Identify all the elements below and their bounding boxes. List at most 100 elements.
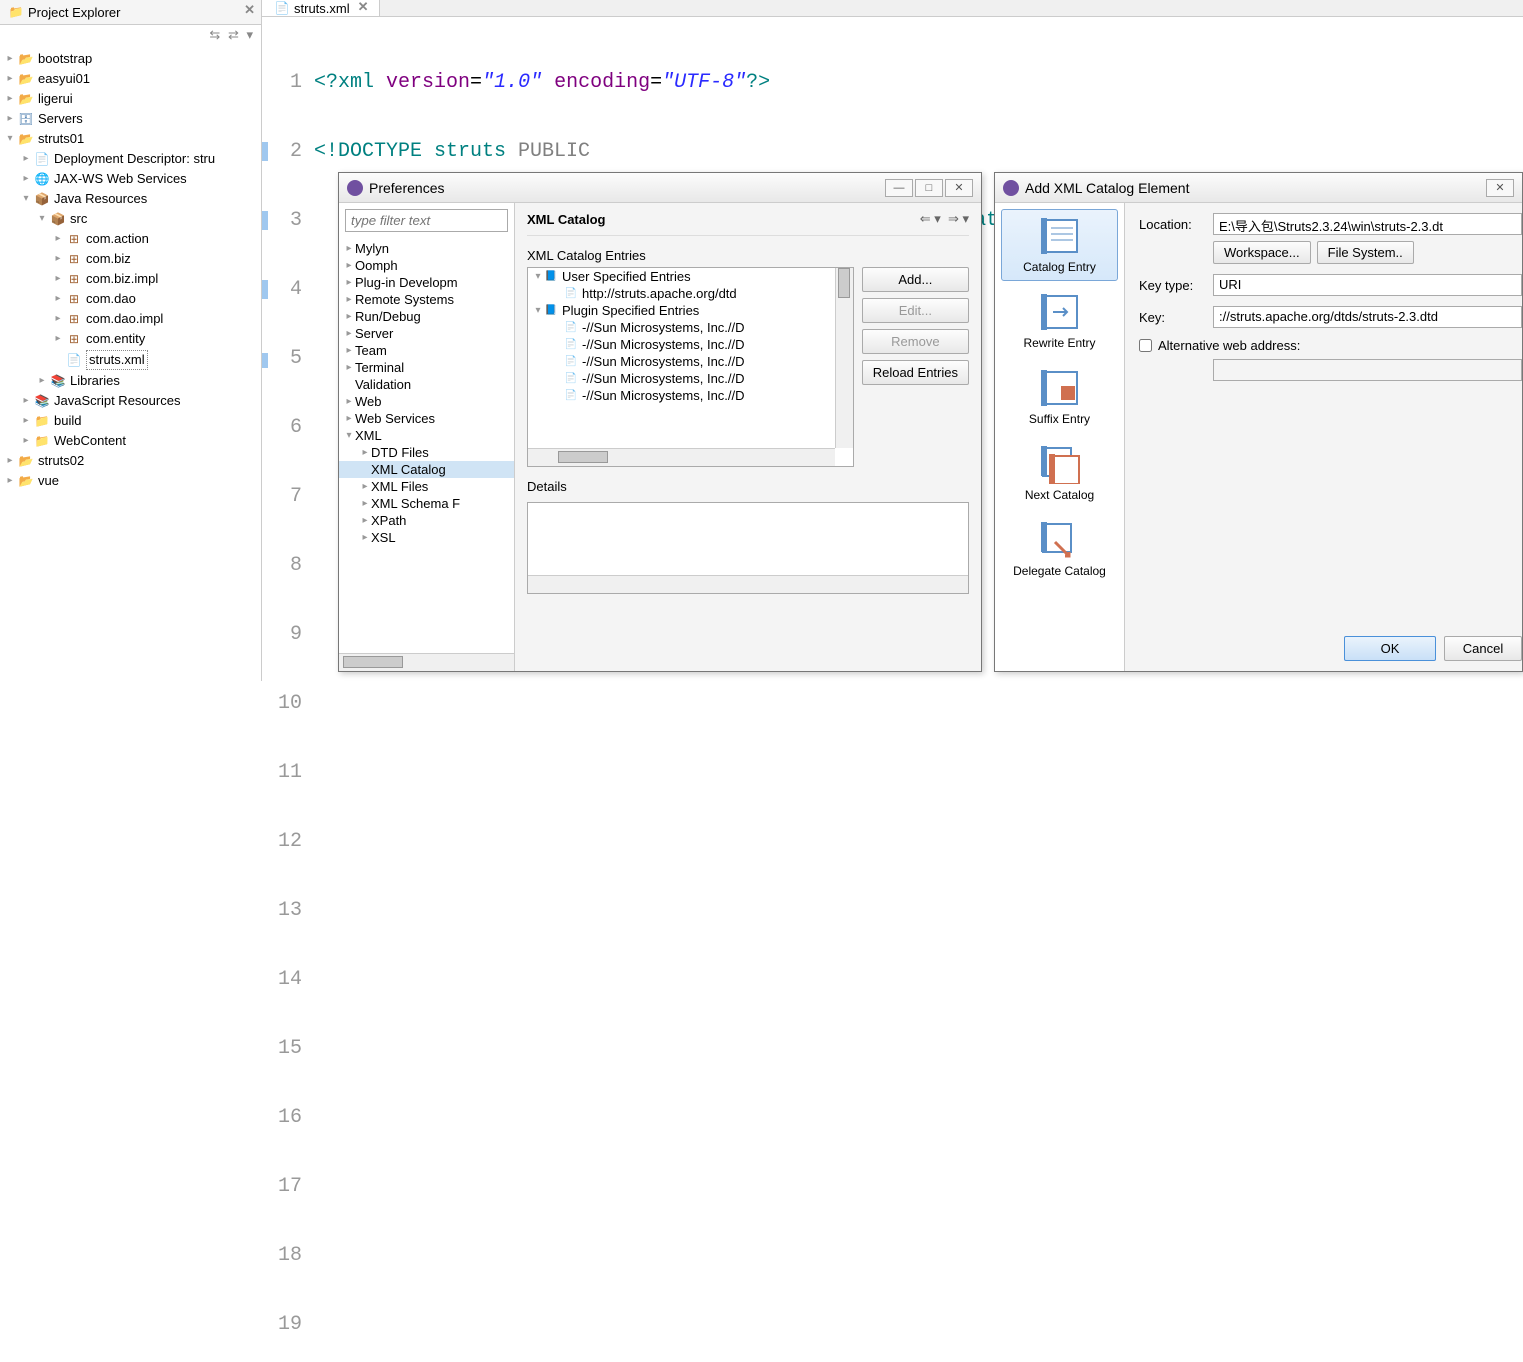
line-number: 10: [262, 692, 314, 715]
nav-item[interactable]: ▸Oomph: [339, 257, 514, 274]
folder-icon: 📁: [8, 4, 24, 20]
nav-item[interactable]: ▸XML Schema F: [339, 495, 514, 512]
filesystem-button[interactable]: File System..: [1317, 241, 1414, 264]
prefs-heading: XML Catalog: [527, 212, 920, 227]
alt-address-checkbox[interactable]: [1139, 339, 1152, 352]
nav-item[interactable]: ▸Terminal: [339, 359, 514, 376]
tree-label: WebContent: [54, 432, 126, 450]
rewrite-entry-option[interactable]: Rewrite Entry: [1001, 285, 1118, 357]
edit-button[interactable]: Edit...: [862, 298, 969, 323]
nav-item[interactable]: ▸Web: [339, 393, 514, 410]
project-explorer-panel: 📁 Project Explorer ✕ ⇆ ⇄ ▾ ▸📂bootstrap ▸…: [0, 0, 262, 681]
ok-button[interactable]: OK: [1344, 636, 1436, 661]
tree-item[interactable]: ▸📄Deployment Descriptor: stru: [0, 149, 261, 169]
add-button[interactable]: Add...: [862, 267, 969, 292]
tree-item[interactable]: ▸⊞com.dao: [0, 289, 261, 309]
tree-item[interactable]: ▸⊞com.biz: [0, 249, 261, 269]
nav-item[interactable]: ▸XSL: [339, 529, 514, 546]
tab-label: struts.xml: [294, 1, 350, 16]
minimize-button[interactable]: —: [885, 179, 913, 197]
project-label: easyui01: [38, 70, 90, 88]
close-button[interactable]: ✕: [945, 179, 973, 197]
cancel-button[interactable]: Cancel: [1444, 636, 1522, 661]
option-label: Rewrite Entry: [1004, 336, 1115, 350]
catalog-form: Location: E:\导入包\Struts2.3.24\win\struts…: [1125, 203, 1522, 671]
entry-item: -//Sun Microsystems, Inc.//D: [582, 388, 745, 403]
close-icon[interactable]: ✕: [244, 2, 255, 18]
option-label: Suffix Entry: [1004, 412, 1115, 426]
nav-item[interactable]: ▸XPath: [339, 512, 514, 529]
close-button[interactable]: ✕: [1486, 179, 1514, 197]
tree-item[interactable]: ▸📚JavaScript Resources: [0, 391, 261, 411]
line-number: 13: [262, 899, 314, 922]
tree-item[interactable]: ▸⊞com.entity: [0, 329, 261, 349]
project-item[interactable]: ▸📂vue: [0, 471, 261, 491]
project-item[interactable]: ▸🗄Servers: [0, 109, 261, 129]
line-number: 3: [262, 209, 314, 232]
tree-item[interactable]: ▸📚Libraries: [0, 371, 261, 391]
nav-item[interactable]: Validation: [339, 376, 514, 393]
scrollbar[interactable]: [339, 653, 514, 671]
tree-item[interactable]: ▸🌐JAX-WS Web Services: [0, 169, 261, 189]
keytype-label: Key type:: [1139, 278, 1213, 293]
tree-item[interactable]: ▸⊞com.dao.impl: [0, 309, 261, 329]
nav-item[interactable]: ▸Server: [339, 325, 514, 342]
catalog-entries-list[interactable]: ▾📘User Specified Entries 📄http://struts.…: [527, 267, 854, 467]
reload-button[interactable]: Reload Entries: [862, 360, 969, 385]
scrollbar[interactable]: [528, 448, 835, 466]
nav-back-icon[interactable]: ⇐ ▾ ⇒ ▾: [920, 211, 969, 227]
remove-button[interactable]: Remove: [862, 329, 969, 354]
project-item[interactable]: ▾📂struts01: [0, 129, 261, 149]
nav-item[interactable]: ▸Plug-in Developm: [339, 274, 514, 291]
tree-label: com.action: [86, 230, 149, 248]
filter-input[interactable]: [345, 209, 508, 232]
collapse-all-icon[interactable]: ⇆: [209, 27, 220, 42]
project-label: bootstrap: [38, 50, 92, 68]
next-catalog-option[interactable]: Next Catalog: [1001, 437, 1118, 509]
nav-item-xml-catalog[interactable]: XML Catalog: [339, 461, 514, 478]
project-item[interactable]: ▸📂ligerui: [0, 89, 261, 109]
tree-item[interactable]: ▸⊞com.action: [0, 229, 261, 249]
key-input[interactable]: ://struts.apache.org/dtds/struts-2.3.dtd: [1213, 306, 1522, 328]
project-item[interactable]: ▸📂easyui01: [0, 69, 261, 89]
link-editor-icon[interactable]: ⇄: [228, 27, 239, 42]
tree-item[interactable]: ▸📁build: [0, 411, 261, 431]
tree-label: com.entity: [86, 330, 145, 348]
workspace-button[interactable]: Workspace...: [1213, 241, 1311, 264]
menu-icon[interactable]: ▾: [246, 27, 253, 42]
nav-item[interactable]: ▸Remote Systems: [339, 291, 514, 308]
nav-item[interactable]: ▸Team: [339, 342, 514, 359]
alt-address-label: Alternative web address:: [1158, 338, 1300, 353]
delegate-catalog-option[interactable]: Delegate Catalog: [1001, 513, 1118, 585]
line-number: 18: [262, 1244, 314, 1267]
project-item[interactable]: ▸📂bootstrap: [0, 49, 261, 69]
scrollbar[interactable]: [528, 575, 968, 593]
nav-item[interactable]: ▸Run/Debug: [339, 308, 514, 325]
nav-item[interactable]: ▸Web Services: [339, 410, 514, 427]
tree-label: struts.xml: [86, 350, 148, 370]
option-label: Next Catalog: [1004, 488, 1115, 502]
tree-item[interactable]: 📄struts.xml: [0, 349, 261, 371]
tree-item[interactable]: ▸📁WebContent: [0, 431, 261, 451]
nav-item[interactable]: ▸XML Files: [339, 478, 514, 495]
tree-label: Deployment Descriptor: stru: [54, 150, 215, 168]
nav-item[interactable]: ▸Mylyn: [339, 240, 514, 257]
tree-item[interactable]: ▾📦Java Resources: [0, 189, 261, 209]
location-input[interactable]: E:\导入包\Struts2.3.24\win\struts-2.3.dt: [1213, 213, 1522, 235]
nav-item[interactable]: ▾XML: [339, 427, 514, 444]
project-item[interactable]: ▸📂struts02: [0, 451, 261, 471]
scrollbar[interactable]: [835, 268, 853, 448]
tree-item[interactable]: ▾📦src: [0, 209, 261, 229]
catalog-entry-option[interactable]: Catalog Entry: [1001, 209, 1118, 281]
line-number: 6: [262, 416, 314, 439]
nav-item[interactable]: ▸DTD Files: [339, 444, 514, 461]
tree-item[interactable]: ▸⊞com.biz.impl: [0, 269, 261, 289]
maximize-button[interactable]: □: [915, 179, 943, 197]
editor-tabs: 📄 struts.xml ✕: [262, 0, 1523, 17]
editor-tab[interactable]: 📄 struts.xml ✕: [262, 0, 380, 16]
suffix-entry-option[interactable]: Suffix Entry: [1001, 361, 1118, 433]
close-icon[interactable]: ✕: [358, 0, 369, 15]
project-tree: ▸📂bootstrap ▸📂easyui01 ▸📂ligerui ▸🗄Serve…: [0, 45, 261, 681]
line-number: 19: [262, 1313, 314, 1336]
keytype-select[interactable]: URI: [1213, 274, 1522, 296]
